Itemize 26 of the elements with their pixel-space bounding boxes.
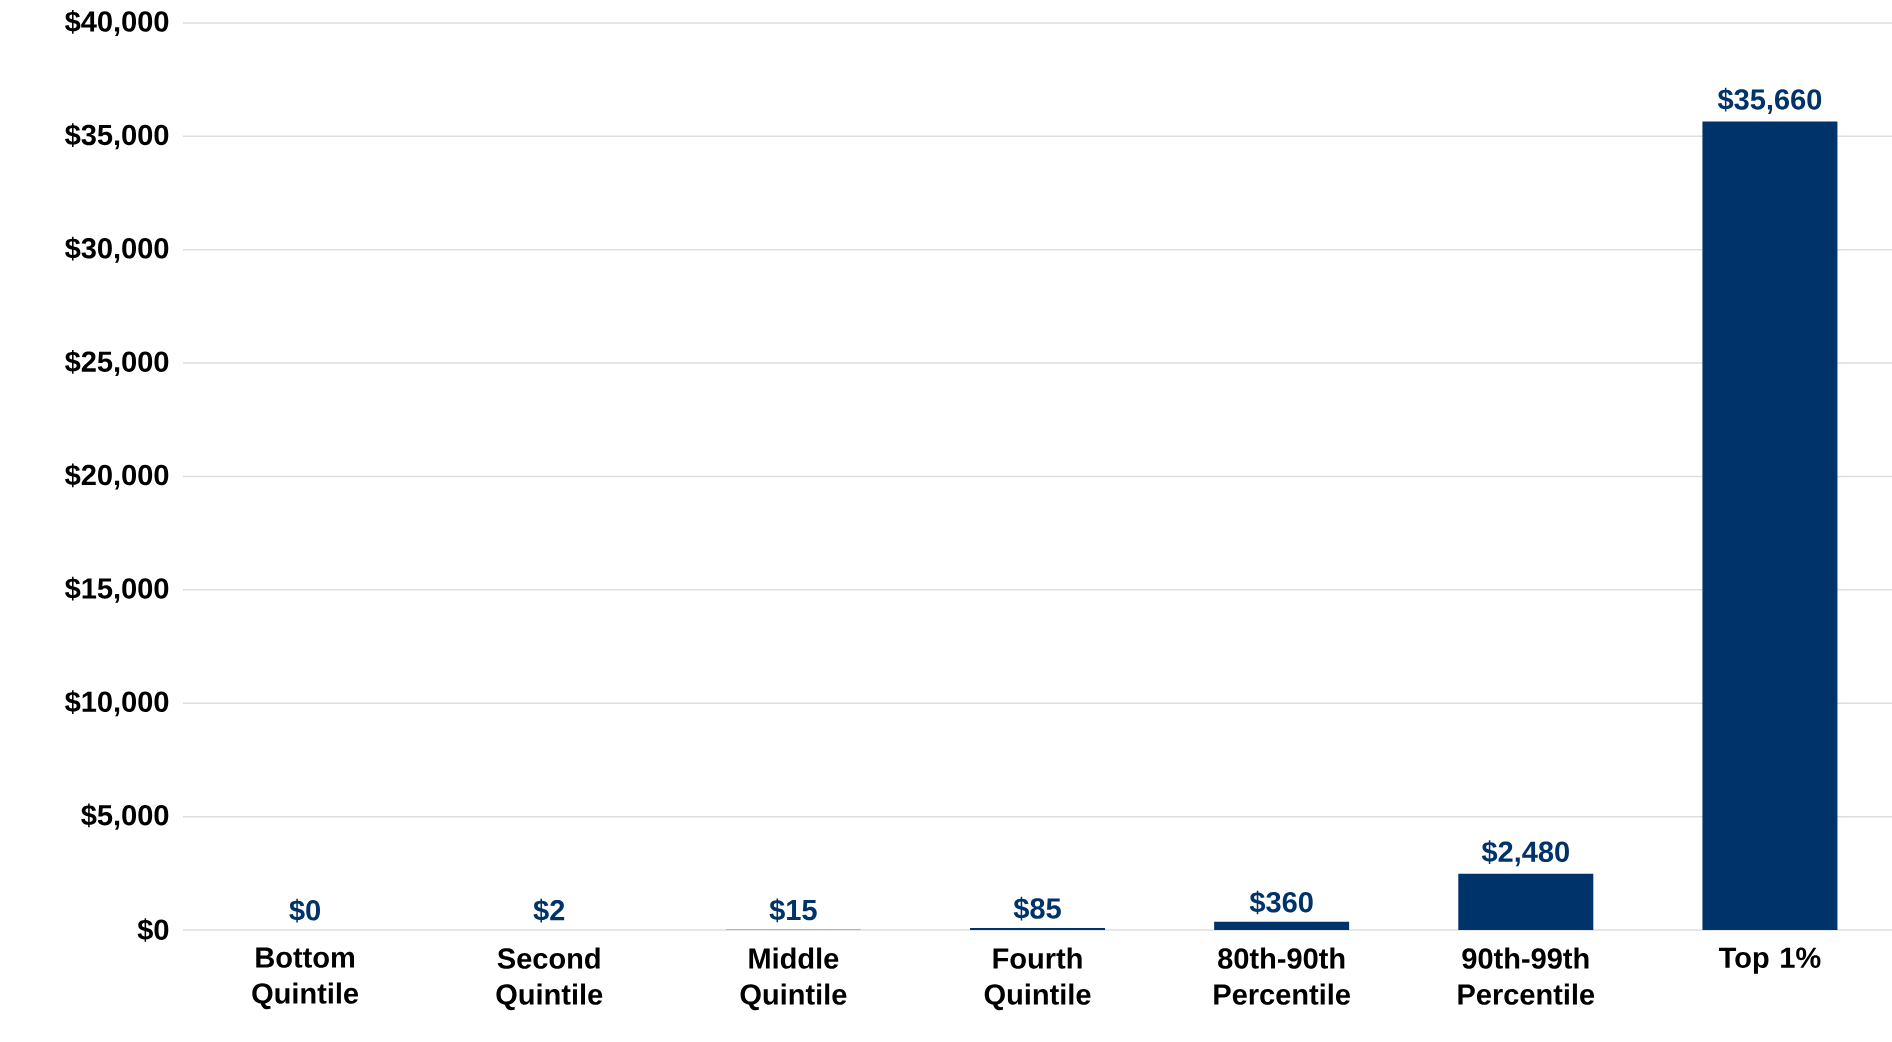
x-tick-label: Second Quintile [496, 947, 603, 1011]
data-label: $360 [1249, 890, 1313, 915]
y-tick-label: $25,000 [65, 350, 169, 377]
x-tick-label: 90th-99th Percentile [1458, 947, 1595, 1005]
y-tick-label: $5,000 [81, 803, 169, 830]
y-tick-label: $20,000 [65, 463, 169, 490]
x-tick-label: 80th-90th Percentile [1214, 947, 1350, 1005]
data-label: $2 [533, 898, 565, 923]
x-tick-label: Top 1% [1718, 947, 1821, 974]
y-tick-label: $10,000 [65, 690, 169, 717]
bar [1458, 873, 1594, 930]
data-label: $0 [289, 898, 321, 923]
x-tick-label: Bottom Quintile [252, 947, 359, 1010]
data-label: $85 [1013, 896, 1061, 921]
y-tick-label: $35,000 [65, 123, 169, 150]
bar [1702, 121, 1838, 930]
y-tick-label: $15,000 [65, 576, 169, 603]
x-tick-label: Fourth Quintile [984, 947, 1091, 1011]
y-tick-label: $0 [137, 918, 169, 942]
data-label: $2,480 [1481, 840, 1569, 867]
y-tick-label: $40,000 [65, 9, 169, 36]
bar [1214, 921, 1350, 930]
data-label: $35,660 [1717, 87, 1822, 114]
y-tick-label: $30,000 [65, 236, 169, 263]
x-tick-label: Middle Quintile [740, 947, 847, 1011]
data-label: $15 [769, 898, 817, 923]
